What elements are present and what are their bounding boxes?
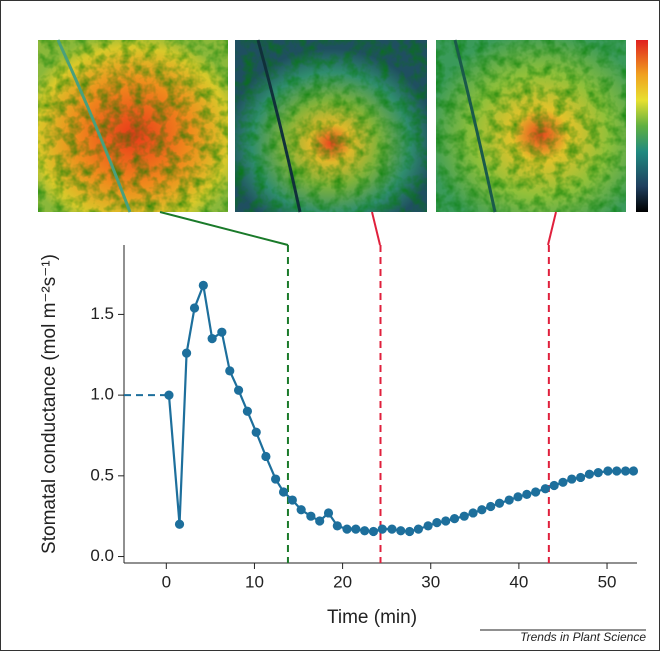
point xyxy=(174,519,185,529)
point xyxy=(377,524,387,534)
point xyxy=(332,521,342,531)
point xyxy=(315,516,325,526)
point xyxy=(468,508,478,518)
point xyxy=(242,406,253,416)
point xyxy=(441,516,451,526)
x-tick-label: 30 xyxy=(421,572,440,591)
point xyxy=(251,427,261,437)
connector xyxy=(371,211,381,246)
point xyxy=(549,480,559,491)
leaf-image xyxy=(38,39,228,213)
point xyxy=(181,348,192,358)
point xyxy=(217,327,227,337)
point xyxy=(306,511,316,521)
x-tick-label: 20 xyxy=(333,572,352,591)
point xyxy=(413,524,424,534)
point xyxy=(603,466,613,476)
y-tick-label: 0.5 xyxy=(90,465,114,484)
point xyxy=(575,472,586,483)
x-tick-label: 40 xyxy=(509,572,528,591)
point xyxy=(423,521,433,531)
point xyxy=(164,390,174,400)
point xyxy=(351,524,361,534)
point xyxy=(593,468,603,478)
point xyxy=(233,385,244,395)
x-tick-label: 10 xyxy=(245,572,264,591)
point xyxy=(432,518,442,528)
point xyxy=(477,505,487,515)
point xyxy=(198,280,208,290)
point xyxy=(486,501,496,512)
point xyxy=(612,466,622,476)
point xyxy=(459,511,469,521)
point xyxy=(628,466,639,476)
y-tick-label: 1.5 xyxy=(90,304,114,323)
x-axis-label: Time (min) xyxy=(327,607,417,628)
point xyxy=(368,526,379,537)
point xyxy=(449,514,460,524)
y-axis-label: Stomatal conductance (mol m⁻²s⁻¹) xyxy=(39,254,60,554)
connector xyxy=(547,211,557,246)
point xyxy=(396,526,406,536)
point xyxy=(504,495,514,505)
point xyxy=(404,526,415,537)
x-tick-label: 50 xyxy=(598,572,617,591)
point xyxy=(225,366,235,376)
point xyxy=(278,487,289,497)
point xyxy=(342,524,352,534)
point xyxy=(522,489,532,499)
point xyxy=(387,524,397,534)
point xyxy=(494,498,505,508)
point xyxy=(513,492,523,502)
point xyxy=(207,334,217,344)
y-tick-label: 1.0 xyxy=(90,385,114,404)
point xyxy=(558,477,568,487)
point xyxy=(540,484,550,494)
connector xyxy=(159,211,289,246)
point xyxy=(189,303,200,313)
leaf-image xyxy=(235,39,427,213)
x-tick-label: 0 xyxy=(162,572,171,591)
point xyxy=(287,495,297,505)
colorbar xyxy=(636,40,648,212)
source: Trends in Plant Science xyxy=(520,630,646,644)
leaf-image xyxy=(436,39,626,213)
point xyxy=(296,505,306,515)
point xyxy=(360,526,370,536)
y-tick-label: 0.0 xyxy=(90,546,114,565)
point xyxy=(261,451,271,462)
point xyxy=(271,474,281,484)
point xyxy=(620,466,631,476)
point xyxy=(567,474,577,484)
series-line xyxy=(167,281,634,533)
point xyxy=(531,487,541,497)
point xyxy=(584,469,595,479)
point xyxy=(323,508,334,518)
